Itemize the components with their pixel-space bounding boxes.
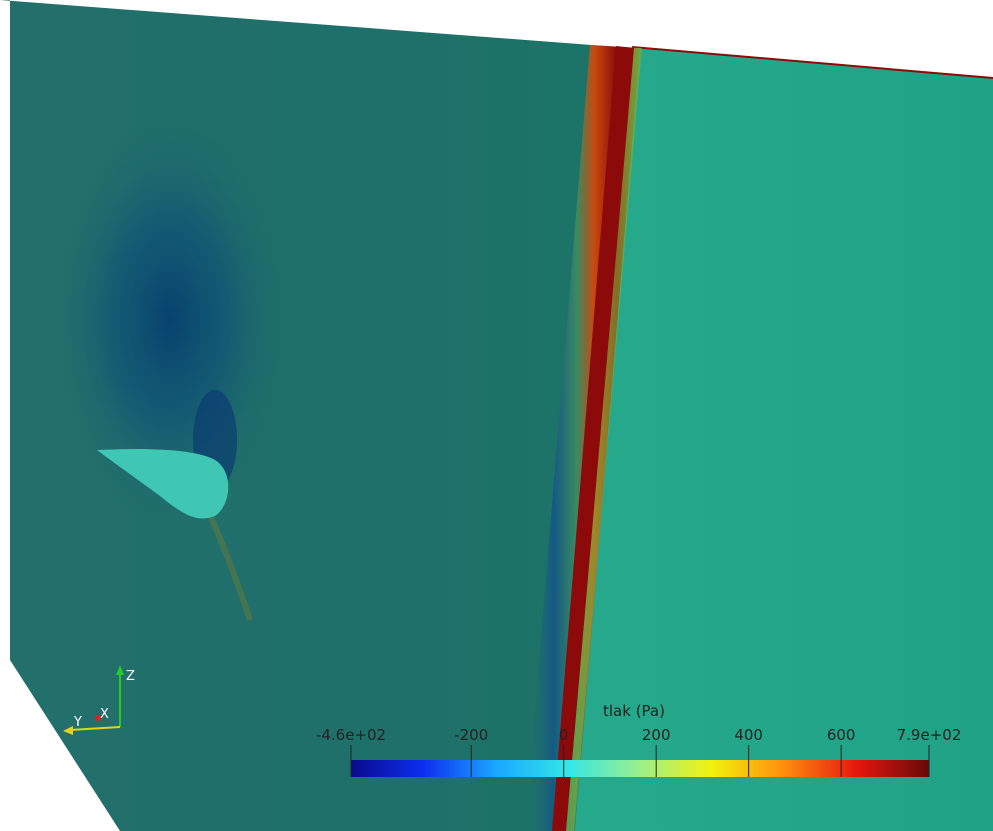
colorbar-tick-label: 600 xyxy=(826,726,856,744)
axis-label-x: X xyxy=(100,707,109,722)
colorbar-tick-label: 0 xyxy=(558,726,569,744)
axis-label-y: Y xyxy=(73,715,82,730)
shock-edge-light xyxy=(566,48,642,831)
colorbar xyxy=(351,760,929,777)
orientation-axes: Z Y X xyxy=(63,665,135,735)
airfoil xyxy=(97,449,229,519)
axis-label-z: Z xyxy=(126,669,135,684)
shock-front xyxy=(552,46,634,831)
colorbar-tick-label: 400 xyxy=(734,726,763,744)
colorbar-tick-label: 200 xyxy=(641,726,671,744)
colorbar-tick-label: -200 xyxy=(454,726,489,744)
airfoil-wake xyxy=(207,513,253,621)
downstream-region xyxy=(558,47,993,831)
colorbar-tick-label: -4.6e+02 xyxy=(315,726,387,744)
colorbar-tick-label: 7.9e+02 xyxy=(896,726,962,744)
colorbar-title: tlak (Pa) xyxy=(603,702,665,720)
colorbar-ticks xyxy=(350,745,930,777)
domain-top-edge xyxy=(631,46,993,79)
